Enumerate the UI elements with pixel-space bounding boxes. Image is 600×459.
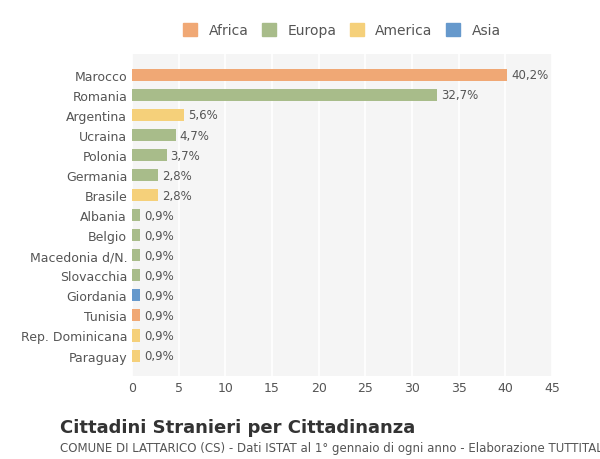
Bar xyxy=(132,330,140,342)
Bar xyxy=(132,310,140,322)
Text: 0,9%: 0,9% xyxy=(144,289,174,302)
Bar xyxy=(132,350,140,362)
Legend: Africa, Europa, America, Asia: Africa, Europa, America, Asia xyxy=(179,20,505,43)
Text: 3,7%: 3,7% xyxy=(170,149,200,162)
Bar xyxy=(132,110,184,122)
Bar xyxy=(132,170,158,182)
Text: 40,2%: 40,2% xyxy=(511,69,548,82)
Text: 0,9%: 0,9% xyxy=(144,349,174,362)
Text: 2,8%: 2,8% xyxy=(162,169,191,182)
Bar xyxy=(132,150,167,162)
Bar xyxy=(132,190,158,202)
Bar xyxy=(132,290,140,302)
Text: Cittadini Stranieri per Cittadinanza: Cittadini Stranieri per Cittadinanza xyxy=(60,418,415,436)
Text: 5,6%: 5,6% xyxy=(188,109,218,122)
Bar xyxy=(132,70,507,82)
Text: 0,9%: 0,9% xyxy=(144,229,174,242)
Bar xyxy=(132,230,140,242)
Text: 32,7%: 32,7% xyxy=(441,89,478,102)
Text: 0,9%: 0,9% xyxy=(144,309,174,322)
Bar xyxy=(132,90,437,102)
Bar xyxy=(132,210,140,222)
Text: 0,9%: 0,9% xyxy=(144,329,174,342)
Bar xyxy=(132,270,140,282)
Bar xyxy=(132,130,176,142)
Text: 0,9%: 0,9% xyxy=(144,269,174,282)
Text: 0,9%: 0,9% xyxy=(144,209,174,222)
Bar xyxy=(132,250,140,262)
Text: 4,7%: 4,7% xyxy=(179,129,209,142)
Text: 0,9%: 0,9% xyxy=(144,249,174,262)
Text: 2,8%: 2,8% xyxy=(162,189,191,202)
Text: COMUNE DI LATTARICO (CS) - Dati ISTAT al 1° gennaio di ogni anno - Elaborazione : COMUNE DI LATTARICO (CS) - Dati ISTAT al… xyxy=(60,441,600,453)
